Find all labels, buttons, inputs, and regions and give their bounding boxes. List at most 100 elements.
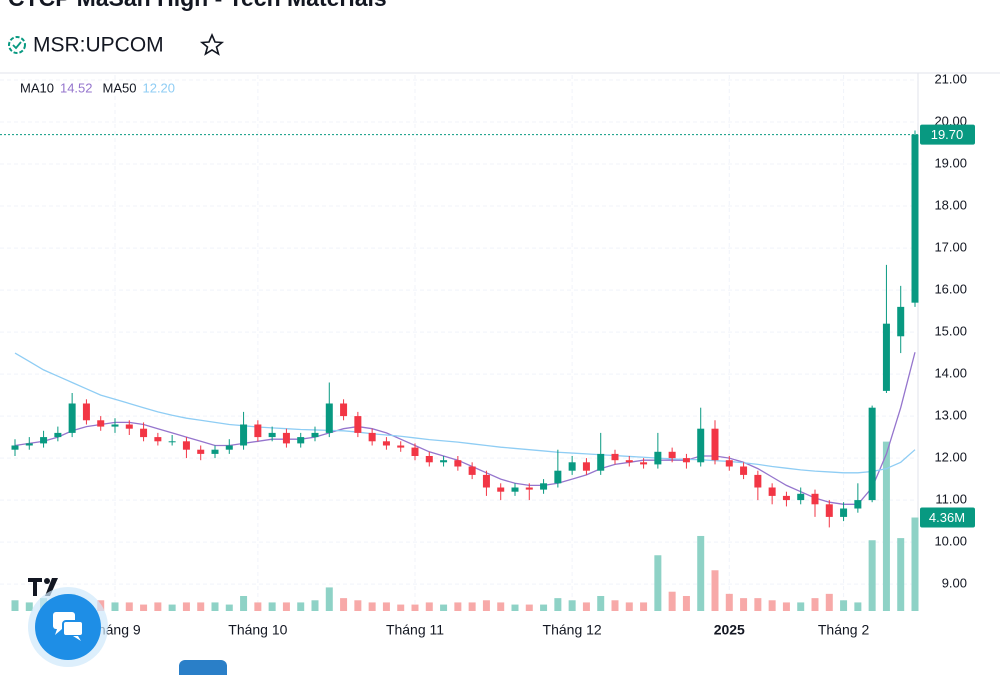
y-tick-label: 11.00 bbox=[935, 492, 967, 507]
volume-bar bbox=[482, 600, 490, 611]
status-icon bbox=[8, 36, 26, 54]
last-volume-label: 4.36M bbox=[929, 510, 965, 525]
volume-bar bbox=[297, 602, 305, 611]
candle-body bbox=[311, 432, 319, 438]
last-price-box bbox=[920, 124, 975, 145]
volume-bar bbox=[911, 517, 919, 611]
candle-body bbox=[754, 474, 762, 488]
candle-body bbox=[840, 508, 848, 517]
volume-bar bbox=[254, 602, 262, 611]
last-price-label: 19.70 bbox=[931, 127, 964, 142]
candle-body bbox=[782, 495, 790, 501]
candle-body bbox=[868, 407, 876, 501]
volume-bar bbox=[897, 538, 905, 611]
volume-bar bbox=[654, 555, 662, 611]
candle-body bbox=[468, 466, 476, 475]
candle-body bbox=[797, 493, 805, 501]
candle-body bbox=[268, 432, 276, 438]
y-tick-label: 21.00 bbox=[934, 71, 967, 86]
candle-body bbox=[611, 453, 619, 461]
volume-bar bbox=[625, 602, 633, 611]
volume-bar bbox=[354, 600, 362, 611]
candle-body bbox=[111, 424, 119, 427]
candle-body bbox=[768, 487, 776, 496]
volume-bar bbox=[754, 598, 762, 611]
x-tick-label: Tháng 2 bbox=[818, 622, 870, 638]
candle-body bbox=[40, 437, 48, 444]
volume-bar bbox=[282, 602, 290, 611]
y-tick-label: 17.00 bbox=[934, 240, 967, 255]
volume-bar bbox=[640, 602, 648, 611]
candle-body bbox=[882, 323, 890, 391]
candle-body bbox=[525, 487, 533, 490]
volume-bar bbox=[497, 602, 505, 611]
volume-bar bbox=[240, 595, 248, 611]
volume-bar bbox=[140, 604, 148, 611]
candle-body bbox=[454, 460, 462, 467]
volume-bar bbox=[540, 604, 548, 611]
candle-body bbox=[340, 403, 348, 417]
volume-bar bbox=[468, 602, 476, 611]
candle-body bbox=[154, 437, 162, 442]
candle-body bbox=[682, 458, 690, 463]
candle-body bbox=[382, 441, 390, 446]
volume-bar bbox=[854, 602, 862, 611]
candle-body bbox=[854, 500, 862, 509]
candle-body bbox=[511, 487, 519, 492]
y-tick-label: 9.00 bbox=[942, 576, 967, 591]
candle-body bbox=[582, 462, 590, 471]
candle-body bbox=[211, 449, 219, 454]
volume-bar bbox=[454, 602, 462, 611]
y-tick-label: 16.00 bbox=[934, 282, 967, 297]
volume-bar bbox=[825, 593, 833, 611]
volume-bar bbox=[182, 602, 190, 611]
candle-body bbox=[640, 462, 648, 465]
candle-body bbox=[125, 424, 133, 429]
range-button[interactable]: 6m bbox=[179, 660, 227, 675]
volume-bar bbox=[268, 602, 276, 611]
y-tick-label: 13.00 bbox=[934, 408, 967, 423]
volume-bar bbox=[368, 602, 376, 611]
candle-body bbox=[697, 428, 705, 463]
volume-bar bbox=[168, 604, 176, 611]
x-tick-label: Tháng 10 bbox=[228, 622, 287, 638]
volume-bar bbox=[682, 595, 690, 611]
volume-bar bbox=[425, 602, 433, 611]
volume-bar bbox=[597, 595, 605, 611]
volume-bar bbox=[325, 587, 333, 611]
volume-bar bbox=[868, 540, 876, 611]
candle-body bbox=[197, 449, 205, 454]
y-tick-label: 10.00 bbox=[934, 534, 967, 549]
symbol: MSR:UPCOM bbox=[33, 34, 164, 57]
candle-body bbox=[240, 424, 248, 446]
candle-body bbox=[397, 445, 405, 448]
page-title: CTCP MaSan High - Tech Materials bbox=[8, 0, 387, 11]
candle-body bbox=[25, 443, 33, 446]
candle-body bbox=[11, 445, 19, 450]
volume-bar bbox=[740, 598, 748, 611]
x-tick-label: Tháng 12 bbox=[543, 622, 602, 638]
volume-bar bbox=[225, 604, 233, 611]
candle-body bbox=[540, 483, 548, 490]
candle-body bbox=[97, 420, 105, 427]
watchlist-star[interactable] bbox=[199, 32, 225, 56]
candle-body bbox=[911, 134, 919, 303]
candle-body bbox=[254, 424, 262, 438]
x-tick-label: Tháng 11 bbox=[386, 622, 444, 638]
volume-bar bbox=[397, 604, 405, 611]
volume-bar bbox=[125, 602, 133, 611]
volume-bar bbox=[840, 600, 848, 611]
last-volume-box bbox=[920, 507, 975, 528]
volume-bar bbox=[768, 600, 776, 611]
volume-bar bbox=[311, 600, 319, 611]
plot: 9.00 10.00 11.00 12.00 13.00 14.00 15.00 16.00 1… bbox=[0, 71, 975, 638]
volume-bar bbox=[111, 602, 119, 611]
chat-button[interactable] bbox=[28, 587, 108, 667]
volume-bar bbox=[382, 602, 390, 611]
volume-bar bbox=[511, 604, 519, 611]
tv-logo bbox=[28, 578, 58, 596]
y-tick-label: 18.00 bbox=[934, 197, 967, 212]
candle-body bbox=[625, 460, 633, 463]
candle-body bbox=[568, 462, 576, 471]
